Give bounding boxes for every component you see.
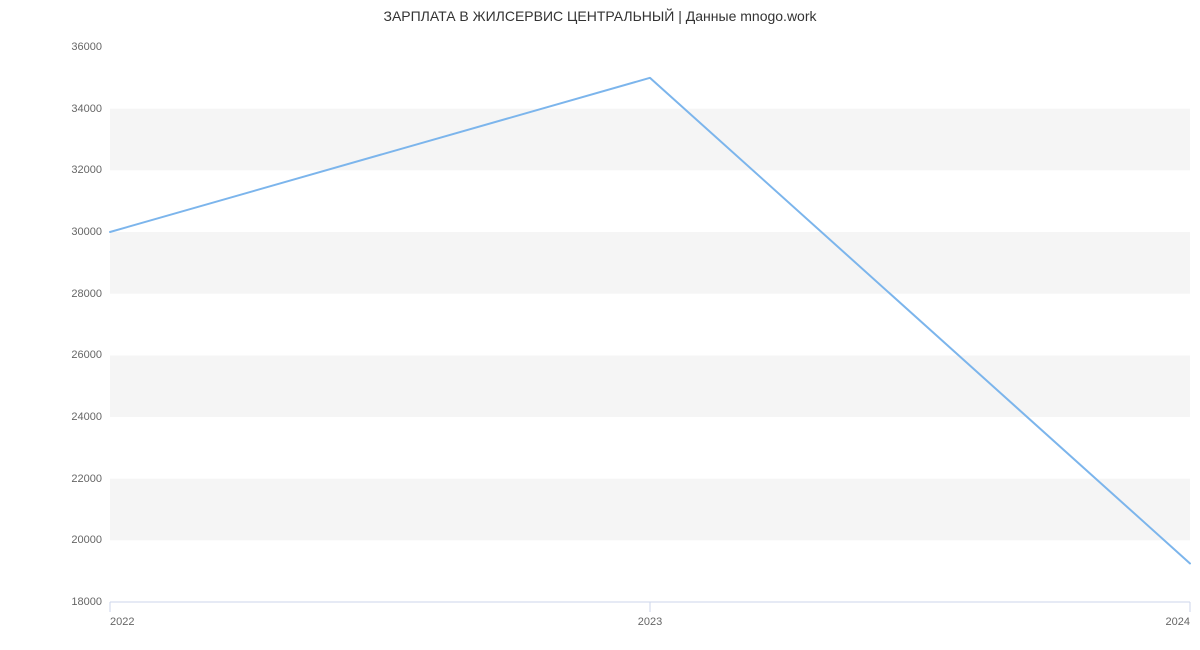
plot-svg — [110, 47, 1190, 622]
grid-band — [110, 232, 1190, 294]
grid-band — [110, 479, 1190, 541]
y-tick-label: 26000 — [71, 349, 102, 361]
chart-title: ЗАРПЛАТА В ЖИЛСЕРВИС ЦЕНТРАЛЬНЫЙ | Данны… — [0, 8, 1200, 24]
y-tick-label: 22000 — [71, 473, 102, 485]
grid-band — [110, 294, 1190, 356]
grid-band — [110, 109, 1190, 171]
y-tick-label: 28000 — [71, 288, 102, 300]
x-tick-label: 2024 — [1166, 616, 1190, 628]
grid-band — [110, 540, 1190, 602]
y-tick-label: 24000 — [71, 411, 102, 423]
grid-band — [110, 170, 1190, 232]
grid-band — [110, 417, 1190, 479]
salary-chart: ЗАРПЛАТА В ЖИЛСЕРВИС ЦЕНТРАЛЬНЫЙ | Данны… — [0, 0, 1200, 650]
x-tick-label: 2022 — [110, 616, 134, 628]
y-tick-label: 30000 — [71, 226, 102, 238]
y-tick-label: 36000 — [71, 41, 102, 53]
y-tick-label: 32000 — [71, 164, 102, 176]
y-tick-label: 20000 — [71, 534, 102, 546]
y-tick-label: 34000 — [71, 103, 102, 115]
plot-area: 1800020000220002400026000280003000032000… — [110, 47, 1190, 602]
grid-band — [110, 355, 1190, 417]
x-tick-label: 2023 — [638, 616, 662, 628]
y-tick-label: 18000 — [71, 596, 102, 608]
